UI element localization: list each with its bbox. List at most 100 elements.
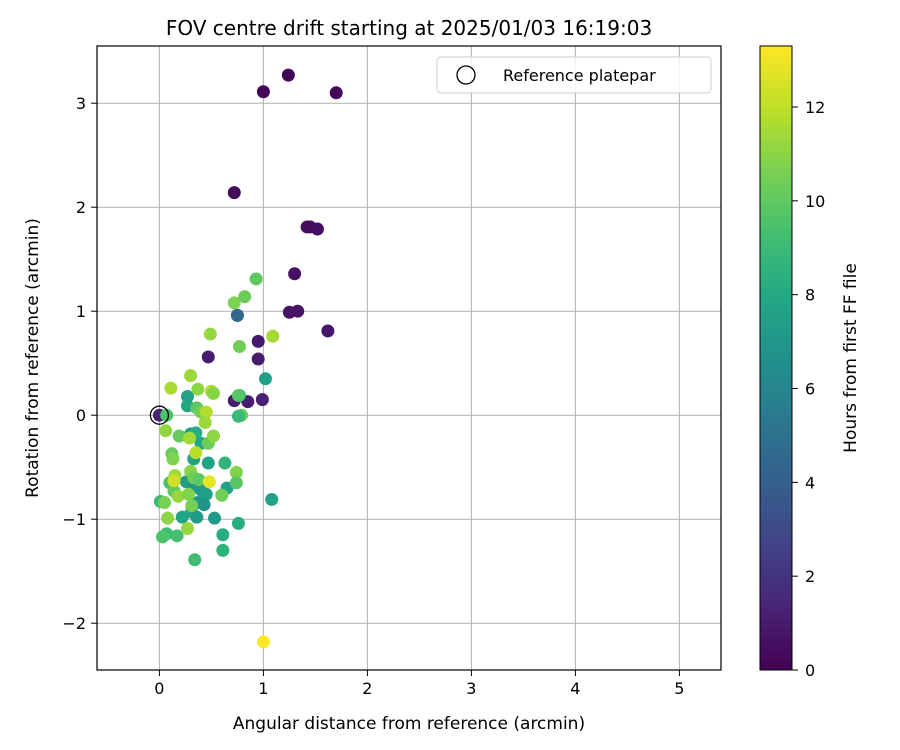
data-point — [175, 510, 189, 524]
x-tick-label: 3 — [466, 679, 476, 698]
data-point — [231, 516, 245, 530]
y-tick-label: 0 — [76, 406, 86, 425]
data-point — [258, 372, 272, 386]
data-points — [152, 68, 343, 649]
colorbar-label: Hours from first FF file — [841, 263, 861, 453]
x-axis-ticks: 0 1 2 3 4 5 — [154, 670, 684, 698]
data-point — [183, 431, 197, 445]
data-point — [215, 488, 229, 502]
colorbar-tick-label: 10 — [805, 192, 825, 211]
data-point — [180, 522, 194, 536]
colorbar-tick-label: 6 — [805, 379, 815, 398]
legend[interactable]: Reference platepar — [436, 56, 712, 94]
data-point — [265, 492, 279, 506]
data-point — [281, 68, 295, 82]
data-point — [166, 452, 180, 466]
data-point — [190, 510, 204, 524]
plot-frame — [96, 45, 722, 671]
gridlines — [97, 46, 721, 670]
data-point — [203, 327, 217, 341]
data-point — [231, 388, 245, 402]
y-axis-ticks: −2 −1 0 1 2 3 — [62, 94, 97, 633]
data-point — [266, 329, 280, 343]
y-axis-label: Rotation from reference (arcmin) — [23, 218, 43, 498]
colorbar-tick-label: 2 — [805, 567, 815, 586]
reference-platepar-marker — [149, 405, 170, 425]
colorbar-tick-label: 0 — [805, 661, 815, 680]
data-point — [229, 465, 243, 479]
data-point — [229, 476, 243, 490]
data-point — [192, 473, 206, 487]
data-point — [158, 496, 172, 510]
y-tick-label: 3 — [76, 94, 86, 113]
y-tick-label: −2 — [62, 614, 86, 633]
data-point — [255, 393, 269, 407]
data-point — [202, 475, 216, 489]
data-point — [191, 382, 205, 396]
x-tick-label: 4 — [570, 679, 580, 698]
x-tick-label: 5 — [674, 679, 684, 698]
data-point — [199, 487, 213, 501]
data-point — [227, 186, 241, 200]
data-point — [208, 511, 222, 525]
data-point — [199, 405, 213, 419]
legend-entry-reference-platepar: Reference platepar — [503, 66, 656, 85]
data-point — [198, 415, 212, 429]
x-axis-label: Angular distance from reference (arcmin) — [233, 714, 585, 734]
data-point — [321, 324, 335, 338]
data-point — [291, 304, 305, 318]
legend-reference-marker — [456, 65, 476, 85]
data-point — [216, 528, 230, 542]
data-point — [167, 474, 181, 488]
data-point — [189, 446, 203, 460]
data-point — [227, 296, 241, 310]
data-point — [160, 408, 174, 422]
data-point — [251, 352, 265, 366]
x-tick-label: 0 — [154, 679, 164, 698]
data-point — [197, 498, 211, 512]
data-point — [201, 456, 215, 470]
data-point — [256, 85, 270, 99]
legend-box — [436, 56, 712, 94]
reference-marker — [149, 405, 170, 425]
data-point — [159, 424, 173, 438]
x-tick-label: 2 — [362, 679, 372, 698]
data-point — [201, 350, 215, 364]
data-point — [161, 511, 175, 525]
data-point — [156, 530, 170, 544]
data-point — [170, 529, 184, 543]
data-point — [249, 272, 263, 286]
chart-title: FOV centre drift starting at 2025/01/03 … — [166, 16, 652, 40]
colorbar-tick-label: 4 — [805, 473, 815, 492]
data-point — [251, 334, 265, 348]
data-point — [206, 429, 220, 443]
data-point — [230, 308, 244, 322]
data-point — [232, 340, 246, 354]
data-point — [171, 489, 185, 503]
data-point — [216, 543, 230, 557]
data-point — [164, 381, 178, 395]
data-point — [288, 267, 302, 281]
data-point — [172, 429, 186, 443]
data-point — [180, 389, 194, 403]
y-tick-label: 2 — [76, 198, 86, 217]
data-point — [256, 635, 270, 649]
colorbar-tick-label: 12 — [805, 98, 825, 117]
data-point — [238, 290, 252, 304]
colorbar: 0 2 4 6 8 10 12 Hours from first FF file — [759, 45, 861, 680]
data-point — [184, 369, 198, 383]
y-tick-label: 1 — [76, 302, 86, 321]
data-point — [218, 456, 232, 470]
colorbar-ticks: 0 2 4 6 8 10 12 — [792, 98, 825, 680]
colorbar-tick-label: 8 — [805, 286, 815, 305]
colorbar-gradient — [759, 45, 793, 671]
data-point — [231, 409, 245, 423]
data-point — [310, 222, 324, 236]
x-tick-label: 1 — [258, 679, 268, 698]
data-point — [206, 386, 220, 400]
data-point — [329, 86, 343, 100]
data-point — [182, 487, 196, 501]
data-point — [188, 553, 202, 567]
data-point — [185, 499, 199, 513]
